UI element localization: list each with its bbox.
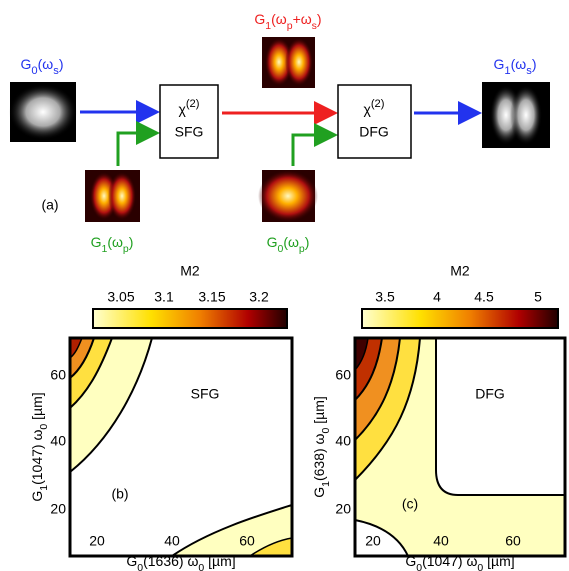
inner-label: SFG [191, 386, 220, 402]
signal-label: G0(ωs) [21, 56, 64, 77]
inner-label: DFG [475, 386, 505, 402]
label-part: ) [59, 56, 64, 72]
panel-label: (c) [402, 496, 418, 512]
colorbar [362, 309, 558, 328]
x-axis-label: G0(1047) ω0 [µm] [405, 553, 514, 571]
label-part: (638) ω [311, 433, 327, 481]
label-part: (1636) ω [143, 553, 198, 569]
label-part: (ω [38, 56, 54, 72]
label-part: G [311, 487, 327, 498]
pump-label: G0(ωp) [267, 234, 310, 255]
contour-b [70, 338, 292, 556]
colorbar-tick: 4.5 [474, 289, 494, 305]
label-part: (2) [186, 98, 200, 110]
label-part: [µm] [29, 392, 45, 423]
box-symbol: χ(2) [363, 98, 384, 117]
colorbar-title: M2 [180, 263, 200, 279]
beam-images [9, 37, 550, 222]
colorbar-tick: 3.1 [154, 289, 174, 305]
label-part: G [21, 56, 32, 72]
colorbar-title: M2 [450, 263, 470, 279]
x-tick-label: 40 [433, 533, 449, 549]
arrows [80, 85, 476, 166]
y-axis-label: G1(1047) ω0 [µm] [29, 392, 50, 501]
colorbar-tick: 3.05 [107, 289, 134, 305]
label-part: G [126, 553, 137, 569]
box-label: DFG [359, 124, 389, 140]
y-tick-label: 20 [335, 501, 351, 517]
y-tick-label: 60 [50, 367, 66, 383]
panel-label: (b) [111, 486, 128, 502]
label-part: [µm] [483, 553, 514, 569]
colorbar-tick: 4 [433, 289, 441, 305]
x-tick-label: 20 [365, 533, 381, 549]
pump-label: G1(ωp) [91, 234, 134, 255]
figure: G0(ωs) G1(ωp+ωs) G1(ωs) G1(ωp) G0(ωp) (a) χ(2)… [0, 0, 569, 571]
label-part: G [254, 11, 265, 27]
x-tick-label: 20 [89, 533, 105, 549]
box-symbol: χ(2) [178, 98, 199, 117]
label-part: ) [532, 56, 537, 72]
label-part: (2) [371, 98, 385, 110]
label-part: [µm] [204, 553, 235, 569]
label-part: [µm] [311, 396, 327, 427]
label-part: (ω [107, 234, 123, 250]
x-tick-label: 40 [164, 533, 180, 549]
box-label: SFG [175, 124, 204, 140]
label-part: G [494, 56, 505, 72]
x-tick-label: 60 [505, 533, 521, 549]
y-tick-label: 40 [335, 433, 351, 449]
label-part: +ω [293, 11, 312, 27]
x-axis-label: G0(1636) ω0 [µm] [126, 553, 235, 571]
label-part: G [29, 491, 45, 502]
colorbar-tick: 3.15 [198, 289, 225, 305]
colorbar [93, 309, 287, 328]
y-tick-label: 20 [50, 501, 66, 517]
label-part: (1047) ω [29, 430, 45, 485]
label-part: G [405, 553, 416, 569]
x-tick-label: 60 [239, 533, 255, 549]
label-part: G [91, 234, 102, 250]
y-tick-label: 40 [50, 433, 66, 449]
output-label: G1(ωs) [494, 56, 537, 77]
label-part: (1047) ω [422, 553, 477, 569]
colorbar-tick: 3.5 [375, 289, 395, 305]
panel-label: (a) [41, 197, 58, 213]
colorbar-tick: 5 [534, 289, 542, 305]
sum-label: G1(ωp+ωs) [254, 11, 321, 32]
colorbar-tick: 3.2 [249, 289, 269, 305]
y-axis-label: G1(638) ω0 [µm] [311, 396, 332, 498]
contour-c [355, 338, 565, 556]
label-part: (ω [283, 234, 299, 250]
label-part: ) [305, 234, 310, 250]
label-part: (ω [271, 11, 287, 27]
y-tick-label: 60 [335, 367, 351, 383]
label-part: G [267, 234, 278, 250]
label-part: ) [317, 11, 322, 27]
label-part: ) [129, 234, 134, 250]
label-part: (ω [511, 56, 527, 72]
